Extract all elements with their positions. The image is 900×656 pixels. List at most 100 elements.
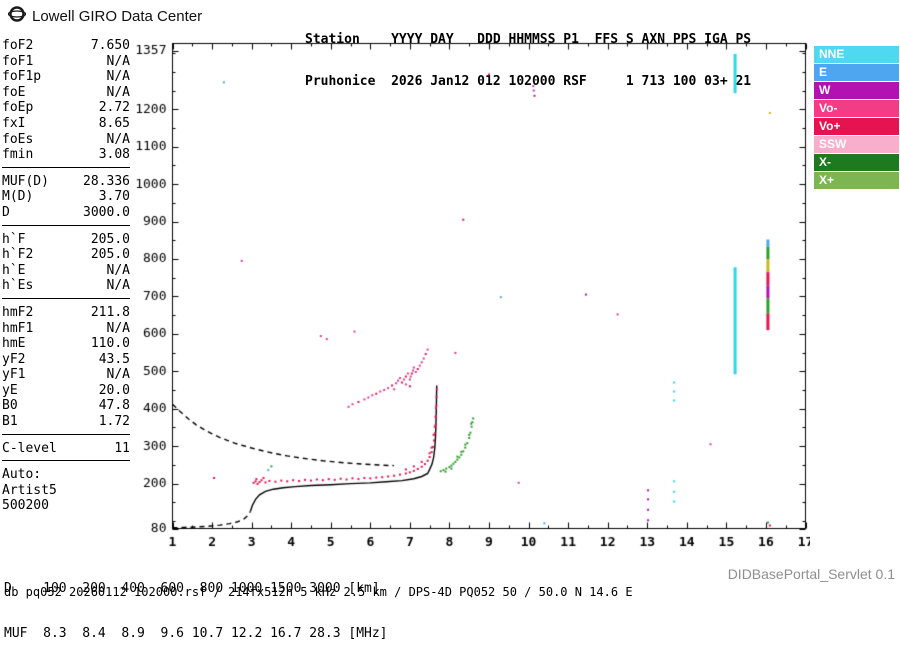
param-label: h`F2 <box>2 247 34 263</box>
param-row: 500200 <box>2 498 130 514</box>
param-row: MUF(D) 28.336 <box>2 174 130 190</box>
param-row: yF2 43.5 <box>2 352 130 368</box>
param-label: M(D) <box>2 189 34 205</box>
param-group: h`F 205.0 h`F2 205.0 h`E N/A h`Es N/A <box>2 230 130 299</box>
param-value: 3.08 <box>98 147 130 163</box>
param-label: foF1 <box>2 53 34 69</box>
database-record-line: db pq052 20260112 102000.rsf / 214fx512h… <box>4 585 633 599</box>
param-label: h`Es <box>2 278 34 294</box>
param-group: Auto: Artist5 500200 <box>2 465 130 518</box>
param-value: 28.336 <box>83 173 130 189</box>
param-value: 7.650 <box>90 38 130 53</box>
param-row: foF1p N/A <box>2 69 130 85</box>
muf-table-muf-row: MUF 8.3 8.4 8.9 9.6 10.7 12.2 16.7 28.3 … <box>4 626 388 641</box>
param-value: 205.0 <box>90 247 130 263</box>
legend-item-nne: NNE <box>814 46 899 63</box>
param-label: foE <box>2 84 26 100</box>
param-value: 3000.0 <box>83 204 130 220</box>
param-row: hmF2 211.8 <box>2 305 130 321</box>
param-label: yE <box>2 382 18 398</box>
param-label: foF2 <box>2 38 34 53</box>
param-value: N/A <box>106 69 130 85</box>
legend-item-vo+: Vo+ <box>814 118 899 135</box>
param-value: 3.70 <box>98 189 130 205</box>
param-row: yF1 N/A <box>2 367 130 383</box>
param-value: N/A <box>106 320 130 336</box>
param-label: h`E <box>2 262 26 278</box>
param-value: 110.0 <box>90 336 130 352</box>
parameter-panel: foF2 7.650 foF1 N/A foF1p N/A foE N/A foEp 2.72 fx… <box>2 36 130 522</box>
param-value: N/A <box>106 131 130 147</box>
param-label: 500200 <box>2 498 49 514</box>
param-value: N/A <box>106 84 130 100</box>
legend-item-vo-: Vo- <box>814 100 899 117</box>
param-row: D 3000.0 <box>2 205 130 221</box>
param-value: 43.5 <box>98 351 130 367</box>
param-row: C-level 11 <box>2 441 130 457</box>
param-row: yE 20.0 <box>2 383 130 399</box>
param-label: MUF(D) <box>2 173 49 189</box>
param-value: 8.65 <box>98 115 130 131</box>
param-value: N/A <box>106 262 130 278</box>
param-row: hmE 110.0 <box>2 336 130 352</box>
param-row: h`Es N/A <box>2 278 130 294</box>
param-row: h`F2 205.0 <box>2 247 130 263</box>
param-row: foE N/A <box>2 85 130 101</box>
param-value: 1.72 <box>98 414 130 430</box>
ionogram-plot <box>130 38 810 550</box>
param-row: fmin 3.08 <box>2 147 130 163</box>
param-row: foF1 N/A <box>2 54 130 70</box>
param-row: h`E N/A <box>2 263 130 279</box>
param-group: C-level 11 <box>2 439 130 462</box>
legend-item-w: W <box>814 82 899 99</box>
giro-logo-icon <box>7 5 27 27</box>
param-label: yF1 <box>2 367 26 383</box>
param-row: Artist5 <box>2 483 130 499</box>
brand-title: Lowell GIRO Data Center <box>32 7 203 25</box>
param-label: D <box>2 204 10 220</box>
param-label: foEp <box>2 100 34 116</box>
muf-table-distance-row: D 100 200 400 600 800 1000 1500 3000 [km… <box>4 581 380 596</box>
param-value: N/A <box>106 53 130 69</box>
param-label: hmF1 <box>2 320 34 336</box>
param-row: hmF1 N/A <box>2 321 130 337</box>
param-value: 47.8 <box>98 398 130 414</box>
param-label: Artist5 <box>2 482 57 498</box>
echo-direction-legend: NNE E W Vo- Vo+ SSW X- X+ <box>814 46 899 190</box>
param-value: N/A <box>106 278 130 294</box>
param-label: hmE <box>2 336 26 352</box>
legend-item-x-: X- <box>814 154 899 171</box>
param-value: 2.72 <box>98 100 130 116</box>
param-row: foF2 7.650 <box>2 38 130 54</box>
param-label: C-level <box>2 440 57 456</box>
param-group: foF2 7.650 foF1 N/A foF1p N/A foE N/A foEp 2.72 fx… <box>2 36 130 168</box>
param-label: foF1p <box>2 69 42 85</box>
param-label: Auto: <box>2 467 42 483</box>
param-value: N/A <box>106 367 130 383</box>
param-row: M(D) 3.70 <box>2 189 130 205</box>
param-row: h`F 205.0 <box>2 232 130 248</box>
param-group: hmF2 211.8 hmF1 N/A hmE 110.0 yF2 43.5 yF1 N/A yE 2… <box>2 303 130 435</box>
param-value: 11 <box>114 440 130 456</box>
param-label: fxI <box>2 115 26 131</box>
param-label: B0 <box>2 398 18 414</box>
param-value: 205.0 <box>90 231 130 247</box>
legend-item-x+: X+ <box>814 172 899 189</box>
param-label: fmin <box>2 147 34 163</box>
legend-item-ssw: SSW <box>814 136 899 153</box>
didbase-ionogram-page: { "header": { "brand": "Lowell GIRO Data… <box>2 5 899 641</box>
param-row: B1 1.72 <box>2 414 130 430</box>
servlet-version-label: DIDBasePortal_Servlet 0.1 <box>727 566 895 582</box>
legend-item-e: E <box>814 64 899 81</box>
param-label: foEs <box>2 131 34 147</box>
param-value: 20.0 <box>98 382 130 398</box>
param-row: Auto: <box>2 467 130 483</box>
param-row: B0 47.8 <box>2 398 130 414</box>
param-group: MUF(D) 28.336 M(D) 3.70 D 3000.0 <box>2 172 130 226</box>
param-label: B1 <box>2 414 18 430</box>
param-row: foEp 2.72 <box>2 100 130 116</box>
param-label: h`F <box>2 231 26 247</box>
muf-table: D 100 200 400 600 800 1000 1500 3000 [km… <box>4 551 388 656</box>
param-value: 211.8 <box>90 304 130 320</box>
param-row: fxI 8.65 <box>2 116 130 132</box>
